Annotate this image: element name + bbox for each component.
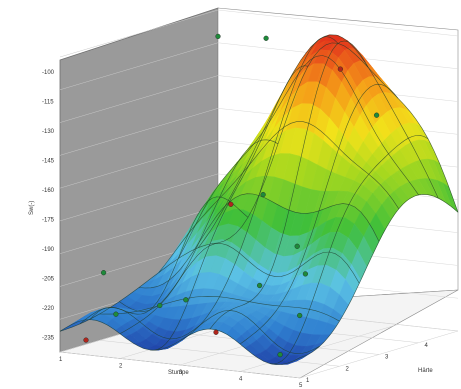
data-point xyxy=(302,271,309,277)
grid-line xyxy=(239,324,399,372)
data-point xyxy=(228,201,234,207)
y-tick-label: -235 xyxy=(42,335,55,341)
y-tick-label: -190 xyxy=(42,247,55,253)
mesh-line xyxy=(158,121,400,273)
mesh-line xyxy=(209,40,369,330)
data-point xyxy=(83,337,89,343)
y-tick-label: -160 xyxy=(42,188,55,194)
data-point xyxy=(374,112,380,118)
mesh-line xyxy=(198,34,439,248)
grid-line xyxy=(59,108,219,156)
x-tick-label: 1 xyxy=(59,357,63,363)
y-tick-label: -175 xyxy=(42,217,55,223)
data-point xyxy=(215,33,221,40)
x-tick-label: 2 xyxy=(119,364,123,370)
y-tick-label: -220 xyxy=(42,306,55,312)
data-point xyxy=(337,66,344,72)
mesh-line xyxy=(217,42,459,244)
grid-line xyxy=(59,9,219,58)
data-point xyxy=(157,302,163,309)
mesh-line xyxy=(178,55,419,259)
y-tick-label: -205 xyxy=(42,276,55,282)
grid-line xyxy=(59,173,219,222)
x-tick-label: 5 xyxy=(299,383,303,389)
data-point xyxy=(213,329,219,335)
mesh-line xyxy=(239,83,399,345)
data-point xyxy=(113,311,119,317)
surface-mesh xyxy=(59,34,459,366)
mesh-line xyxy=(299,193,459,358)
axis-ticks: -100 -115 -130 -145 -160 -175 -190 -205 -220 -235… xyxy=(42,70,429,389)
y-tick-label: -130 xyxy=(42,129,55,135)
z-tick-label: 1 xyxy=(306,378,310,384)
data-point xyxy=(294,243,300,249)
x-tick-label: 4 xyxy=(239,377,243,383)
data-point xyxy=(260,192,266,198)
y-tick-label: -115 xyxy=(42,99,54,105)
grid-line xyxy=(299,330,459,379)
data-point xyxy=(263,35,269,41)
grid-line xyxy=(217,9,459,37)
z-tick-label: 2 xyxy=(346,366,350,372)
z-tick-label: 3 xyxy=(385,355,389,361)
data-point xyxy=(257,282,263,289)
y-tick-label: -100 xyxy=(42,70,55,76)
x-axis-label: Stumpe xyxy=(168,370,189,376)
grid-line xyxy=(59,42,219,91)
mesh-line xyxy=(269,135,429,365)
data-point xyxy=(277,352,283,358)
data-points xyxy=(83,33,380,358)
z-tick-label: 4 xyxy=(425,343,429,349)
data-point xyxy=(100,270,107,276)
grid-line xyxy=(59,206,219,254)
data-point xyxy=(297,312,303,319)
z-axis-label: Härte xyxy=(418,368,433,374)
grid-line xyxy=(59,75,219,123)
x-tick-label: 3 xyxy=(179,370,183,376)
data-point xyxy=(183,297,189,303)
y-tick-label: -145 xyxy=(42,158,55,164)
y-axis-label: Sw(-) xyxy=(29,201,35,215)
grid-line xyxy=(59,140,219,189)
